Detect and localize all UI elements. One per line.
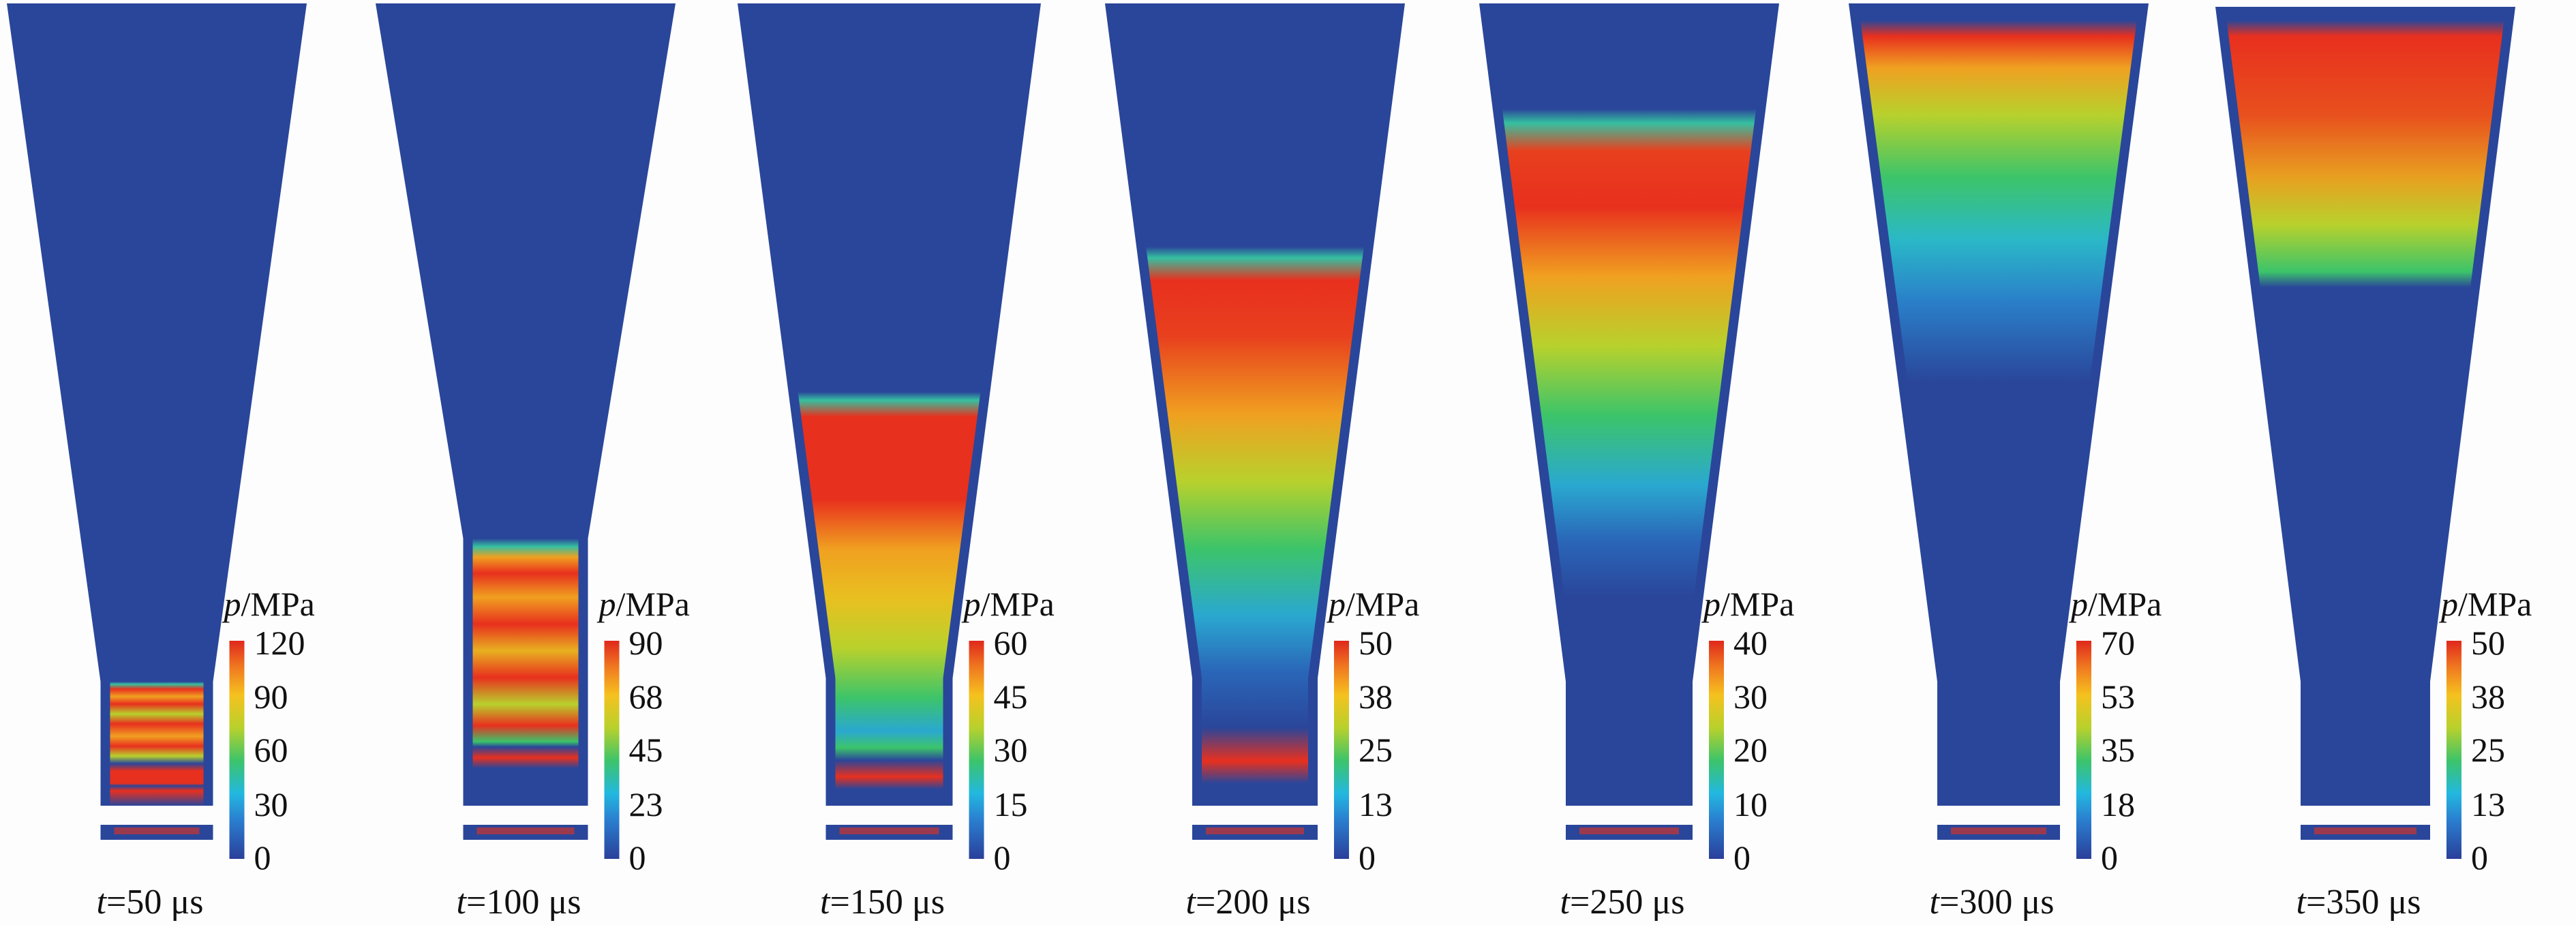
color-bar-tick-label: 18 — [2101, 785, 2135, 823]
bottom-plate-pressure — [1206, 828, 1304, 834]
color-bar-tick-label: 60 — [254, 731, 288, 769]
color-bar-tick-label: 50 — [2471, 624, 2505, 662]
color-bar-tick-label: 0 — [1359, 838, 1376, 877]
color-bar — [2076, 641, 2091, 859]
specimen-body — [7, 3, 307, 806]
color-bar-unit-label: p/MPa — [597, 585, 690, 623]
color-bar — [969, 641, 984, 859]
color-bar-tick-label: 30 — [254, 785, 288, 823]
color-bar-unit-label: p/MPa — [1327, 585, 1419, 623]
color-bar-tick-label: 70 — [2101, 624, 2135, 662]
color-bar-tick-label: 25 — [1359, 731, 1393, 769]
bottom-plate-pressure — [1579, 828, 1679, 834]
color-bar-tick-label: 90 — [629, 624, 663, 662]
color-bar — [1709, 641, 1724, 859]
time-label: t=200 μs — [1186, 883, 1311, 922]
bottom-plate-pressure — [476, 828, 575, 834]
color-bar-tick-label: 45 — [994, 678, 1028, 716]
color-bar-unit-label: p/MPa — [2069, 585, 2162, 623]
color-bar-tick-label: 45 — [629, 731, 663, 769]
color-bar-unit-label: p/MPa — [2439, 585, 2532, 623]
time-label: t=100 μs — [457, 883, 581, 922]
color-bar-tick-label: 50 — [1359, 624, 1393, 662]
color-bar-tick-label: 13 — [1359, 785, 1393, 823]
color-bar-unit-label: p/MPa — [222, 585, 315, 623]
color-bar-unit-label: p/MPa — [962, 585, 1055, 623]
color-bar-tick-label: 30 — [994, 731, 1028, 769]
color-bar-tick-label: 60 — [994, 624, 1028, 662]
color-bar-tick-label: 0 — [629, 838, 646, 877]
bottom-plate-pressure — [114, 828, 200, 834]
specimen-body — [376, 3, 676, 806]
color-bar-tick-label: 0 — [1733, 838, 1751, 877]
color-bar-tick-label: 68 — [629, 678, 663, 716]
color-bar-tick-label: 20 — [1733, 731, 1768, 769]
bottom-plate-pressure — [839, 828, 939, 834]
color-bar-tick-label: 90 — [254, 678, 288, 716]
color-bar-tick-label: 0 — [254, 838, 271, 877]
color-bar-tick-label: 38 — [1359, 678, 1393, 716]
color-bar-tick-label: 0 — [994, 838, 1011, 877]
color-bar-tick-label: 10 — [1733, 785, 1768, 823]
time-label: t=50 μs — [97, 883, 204, 922]
time-label: t=300 μs — [1930, 883, 2055, 922]
bottom-plate-pressure — [1951, 828, 2046, 834]
color-bar-tick-label: 35 — [2101, 731, 2135, 769]
bottom-plate-pressure — [2314, 828, 2416, 834]
color-bar-tick-label: 53 — [2101, 678, 2135, 716]
color-bar-tick-label: 23 — [629, 785, 663, 823]
time-label: t=150 μs — [820, 883, 945, 922]
color-bar-tick-label: 30 — [1733, 678, 1768, 716]
color-bar-unit-label: p/MPa — [1701, 585, 1794, 623]
pressure-field — [2225, 20, 2506, 806]
time-label: t=250 μs — [1560, 883, 1685, 922]
color-bar-tick-label: 25 — [2471, 731, 2505, 769]
color-bar-tick-label: 120 — [254, 624, 305, 662]
color-bar-tick-label: 13 — [2471, 785, 2505, 823]
color-bar-tick-label: 38 — [2471, 678, 2505, 716]
time-label: t=350 μs — [2297, 883, 2421, 922]
color-bar-tick-label: 15 — [994, 785, 1028, 823]
color-bar — [229, 641, 245, 859]
color-bar-tick-label: 40 — [1733, 624, 1768, 662]
color-bar — [604, 641, 620, 859]
color-bar — [2446, 641, 2461, 859]
color-bar-tick-label: 0 — [2101, 838, 2118, 877]
color-bar — [1334, 641, 1349, 859]
color-bar-tick-label: 0 — [2471, 838, 2488, 877]
